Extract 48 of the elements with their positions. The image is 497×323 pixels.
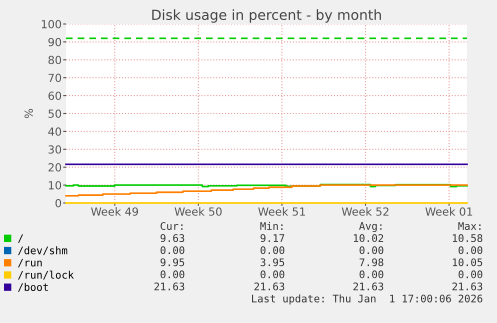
text: 21.63 [254, 282, 284, 290]
text: 21.63 [353, 282, 384, 290]
x-tick-label: Week 51 [258, 207, 305, 216]
text: 0.00 [458, 246, 482, 254]
legend-label: /boot [18, 282, 48, 292]
text: 21.63 [154, 282, 184, 290]
text: Avg: [359, 222, 382, 232]
y-tick-label: 0 [55, 198, 62, 208]
y-tick-label: 30 [48, 145, 62, 154]
text: 0.00 [360, 270, 384, 278]
y-axis-title: % [24, 108, 33, 118]
x-tick-label: Week 50 [174, 207, 222, 216]
legend-label: /dev/shm [18, 246, 68, 256]
text: 0.00 [360, 246, 384, 254]
y-tick-label: 80 [48, 56, 62, 64]
text: 7.98 [360, 258, 384, 266]
y-tick-label: 100 [42, 20, 62, 28]
y-tick-label: 40 [48, 127, 62, 136]
y-tick-label: 20 [48, 163, 62, 172]
text: 0.00 [160, 270, 184, 278]
text: Min: [260, 222, 282, 230]
x-tick-label: Week 49 [91, 207, 138, 216]
legend-label: / [18, 234, 24, 243]
text: 0.00 [260, 270, 284, 278]
text: 9.63 [160, 234, 184, 242]
text: 9.17 [260, 234, 284, 242]
chart-title: Disk usage in percent - by month [152, 9, 381, 23]
y-tick-label: 50 [48, 109, 62, 118]
y-tick-label: 60 [48, 92, 62, 100]
legend-label: /run/lock [18, 270, 74, 280]
text: 0.00 [160, 246, 184, 254]
text: 10.58 [452, 234, 482, 242]
x-tick-label: Week 52 [342, 207, 388, 216]
text: 21.63 [452, 282, 482, 290]
y-tick-label: 70 [48, 74, 62, 82]
text: 0.00 [260, 246, 284, 254]
text: Max: [458, 222, 480, 230]
legend-label: /run [18, 258, 42, 268]
text: Last update: Thu Jan 1 17:00:06 2026 [252, 294, 482, 304]
text: 0.00 [458, 270, 482, 278]
text: Cur: [160, 222, 182, 230]
x-tick-label: Week 01 [425, 207, 472, 216]
y-tick-label: 90 [48, 38, 62, 46]
text: 3.95 [260, 258, 284, 266]
y-tick-label: 10 [48, 181, 62, 190]
text: 10.05 [452, 258, 482, 266]
text: 10.02 [354, 234, 384, 242]
text: 9.95 [160, 258, 184, 266]
